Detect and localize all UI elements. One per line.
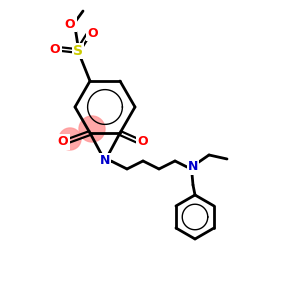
Text: N: N (100, 154, 110, 167)
Text: O: O (65, 17, 75, 31)
Text: O: O (138, 136, 148, 148)
Text: N: N (188, 160, 198, 173)
Text: O: O (88, 26, 98, 40)
Text: S: S (73, 44, 83, 58)
Circle shape (79, 116, 105, 142)
Text: O: O (50, 43, 60, 56)
Circle shape (59, 128, 81, 150)
Text: O: O (58, 136, 68, 148)
